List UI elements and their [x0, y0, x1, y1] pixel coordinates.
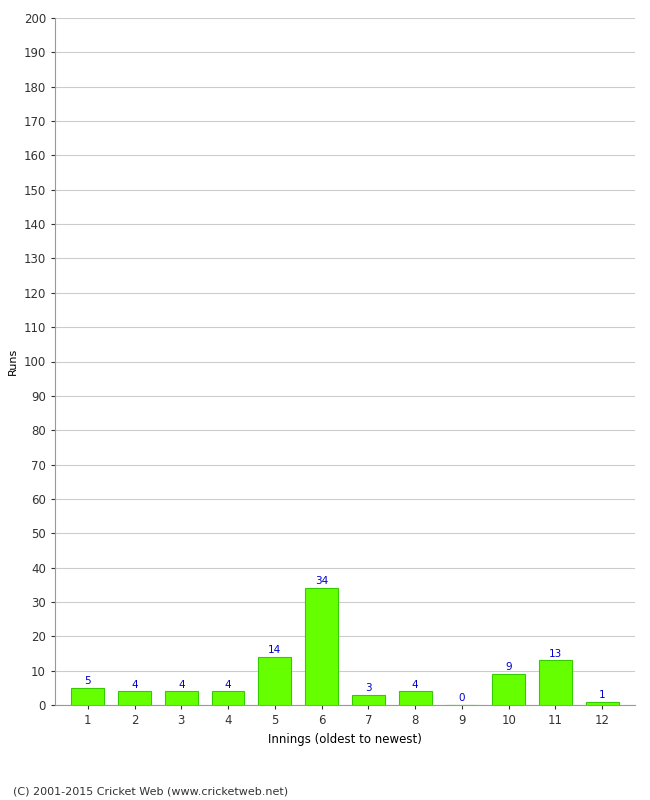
Text: 13: 13 — [549, 649, 562, 658]
Text: 0: 0 — [459, 694, 465, 703]
Text: 4: 4 — [225, 679, 231, 690]
Text: 1: 1 — [599, 690, 606, 700]
Bar — [586, 702, 619, 705]
Bar — [399, 691, 432, 705]
Bar — [259, 657, 291, 705]
Bar — [492, 674, 525, 705]
Text: 5: 5 — [84, 676, 91, 686]
Bar — [539, 660, 572, 705]
Text: 9: 9 — [506, 662, 512, 672]
Text: 14: 14 — [268, 645, 281, 655]
Text: 34: 34 — [315, 577, 328, 586]
Bar — [72, 688, 104, 705]
Text: 4: 4 — [178, 679, 185, 690]
Bar — [352, 694, 385, 705]
Bar — [306, 588, 338, 705]
Bar — [165, 691, 198, 705]
Y-axis label: Runs: Runs — [8, 348, 18, 375]
Text: 3: 3 — [365, 683, 372, 693]
Bar — [212, 691, 244, 705]
Text: (C) 2001-2015 Cricket Web (www.cricketweb.net): (C) 2001-2015 Cricket Web (www.cricketwe… — [13, 786, 288, 796]
X-axis label: Innings (oldest to newest): Innings (oldest to newest) — [268, 733, 422, 746]
Text: 4: 4 — [412, 679, 419, 690]
Bar — [118, 691, 151, 705]
Text: 4: 4 — [131, 679, 138, 690]
